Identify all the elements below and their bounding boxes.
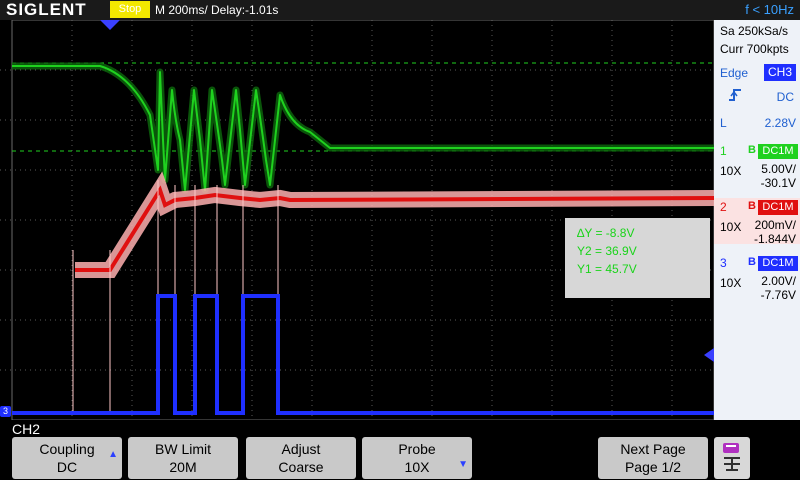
next-page-label: Next Page [620, 441, 686, 457]
ch1-offset: -30.1V [760, 176, 796, 190]
ch1-trace [12, 62, 714, 194]
ch1-bw-flag: B [748, 144, 756, 156]
adjust-softkey[interactable]: Adjust Coarse [246, 437, 356, 479]
cursor-delta-y: ∆Y = -8.8V [577, 226, 635, 240]
cursor-y2: Y2 = 36.9V [577, 244, 637, 258]
trigger-level-label: L [720, 116, 727, 130]
ch1-volts-div: 5.00V/ [761, 162, 796, 176]
ch2-volts-div: 200mV/ [754, 218, 796, 232]
ch3-bw-flag: B [748, 256, 756, 268]
coupling-softkey[interactable]: Coupling DC ▲ [12, 437, 122, 479]
ch3-offset: -7.76V [760, 288, 796, 302]
ch2-bw-flag: B [748, 200, 756, 212]
adjust-value: Coarse [278, 459, 324, 475]
memory-depth: Curr 700kpts [720, 42, 789, 56]
ch3-probe: 10X [720, 276, 742, 290]
sample-rate: Sa 250kSa/s [720, 24, 789, 38]
coupling-label: Coupling [39, 441, 95, 457]
trigger-position-marker[interactable] [100, 20, 120, 30]
arrow-down-icon: ▼ [458, 459, 468, 470]
next-page-softkey[interactable]: Next Page Page 1/2 [598, 437, 708, 479]
cursor-readout: ∆Y = -8.8V Y2 = 36.9V Y1 = 45.7V [565, 218, 710, 298]
coupling-value: DC [56, 459, 78, 475]
brand-logo: SIGLENT [6, 0, 87, 19]
timebase-readout: M 200ms/ Delay:-1.01s [155, 3, 279, 17]
bw-limit-softkey[interactable]: BW Limit 20M [128, 437, 238, 479]
ch3-number: 3 [720, 256, 727, 270]
channel-1-info[interactable]: 1 B DC1M 10X 5.00V/ -30.1V [714, 142, 800, 190]
menu-channel-title: CH2 [12, 421, 41, 437]
probe-softkey[interactable]: Probe 10X ▼ [362, 437, 472, 479]
arrow-up-icon: ▲ [108, 449, 118, 460]
trigger-type: Edge [720, 66, 749, 80]
ch1-coupling: DC1M [758, 144, 798, 159]
ch3-volts-div: 2.00V/ [761, 274, 796, 288]
menu-page-icon[interactable] [714, 437, 750, 479]
rising-edge-icon [729, 89, 741, 101]
ch2-coupling: DC1M [758, 200, 798, 215]
ch2-offset: -1.844V [753, 232, 796, 246]
probe-value: 10X [404, 459, 430, 475]
trigger-source: CH3 [764, 64, 796, 81]
next-page-value: Page 1/2 [624, 459, 682, 475]
channel-3-info[interactable]: 3 B DC1M 10X 2.00V/ -7.76V [714, 254, 800, 302]
info-panel: Sa 250kSa/s Curr 700kpts Edge CH3 DC L 2… [714, 20, 800, 420]
ch1-number: 1 [720, 144, 727, 158]
bw-limit-value: 20M [169, 459, 197, 475]
ch1-probe: 10X [720, 164, 742, 178]
ch2-probe: 10X [720, 220, 742, 234]
adjust-label: Adjust [281, 441, 321, 457]
ch3-ground-marker[interactable]: 3 [0, 406, 11, 417]
run-stop-status[interactable]: Stop [110, 1, 150, 18]
probe-label: Probe [398, 441, 436, 457]
ch3-trace [12, 294, 714, 415]
trigger-coupling: DC [776, 90, 794, 104]
ch2-number: 2 [720, 200, 727, 214]
trigger-panel[interactable]: Edge CH3 DC L 2.28V [714, 62, 800, 134]
top-status-bar: SIGLENT Stop M 200ms/ Delay:-1.01s f < 1… [0, 0, 800, 20]
trigger-level-marker[interactable] [704, 348, 714, 362]
bw-limit-label: BW Limit [155, 441, 211, 457]
frequency-counter: f < 10Hz [745, 2, 794, 17]
cursor-y1: Y1 = 45.7V [577, 262, 637, 276]
trigger-level-value: 2.28V [764, 116, 796, 130]
channel-2-info[interactable]: 2 B DC1M 10X 200mV/ -1.844V [714, 198, 800, 246]
ch3-coupling: DC1M [758, 256, 798, 271]
